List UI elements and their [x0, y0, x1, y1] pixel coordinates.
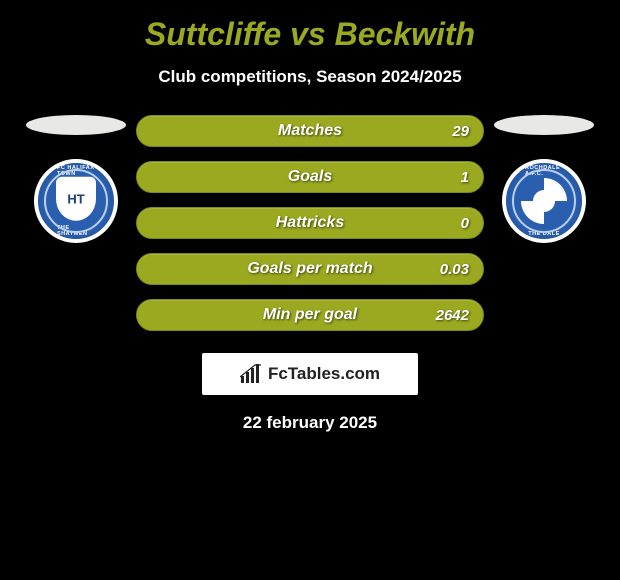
team-crest-left: FC HALIFAX TOWN THE SHAYMEN [34, 159, 118, 243]
stat-label: Min per goal [263, 306, 357, 324]
right-column: ROCHDALE A.F.C. THE DALE [484, 115, 604, 243]
stat-value: 1 [461, 169, 469, 186]
crest-right-top-text: ROCHDALE A.F.C. [525, 165, 563, 177]
crest-right-bottom-text: THE DALE [528, 231, 560, 237]
team-crest-right: ROCHDALE A.F.C. THE DALE [502, 159, 586, 243]
bar-chart-icon [240, 364, 262, 384]
stat-row: Goals 1 [136, 161, 484, 193]
stat-label: Hattricks [276, 214, 344, 232]
stat-row: Min per goal 2642 [136, 299, 484, 331]
stat-value: 0.03 [440, 261, 469, 278]
crest-left-shield [56, 177, 96, 221]
crest-right-wheel [521, 178, 567, 224]
brand-badge[interactable]: FcTables.com [202, 353, 418, 395]
brand-inner: FcTables.com [240, 364, 380, 384]
crest-left-bottom-text: THE SHAYMEN [57, 225, 95, 237]
stat-row: Goals per match 0.03 [136, 253, 484, 285]
player-marker-right [494, 115, 594, 135]
page-title: Suttcliffe vs Beckwith [0, 16, 620, 53]
stat-label: Goals per match [247, 260, 372, 278]
player-marker-left [26, 115, 126, 135]
widget-root: Suttcliffe vs Beckwith Club competitions… [0, 0, 620, 443]
stat-label: Matches [278, 122, 342, 140]
left-column: FC HALIFAX TOWN THE SHAYMEN [16, 115, 136, 243]
date-text: 22 february 2025 [0, 413, 620, 433]
stat-row: Hattricks 0 [136, 207, 484, 239]
crest-left-top-text: FC HALIFAX TOWN [57, 165, 95, 177]
brand-text: FcTables.com [268, 364, 380, 384]
stat-value: 2642 [436, 307, 469, 324]
main-row: FC HALIFAX TOWN THE SHAYMEN Matches 29 G… [0, 115, 620, 331]
stat-value: 29 [452, 123, 469, 140]
stat-label: Goals [288, 168, 332, 186]
stat-value: 0 [461, 215, 469, 232]
stats-list: Matches 29 Goals 1 Hattricks 0 Goals per… [136, 115, 484, 331]
page-subtitle: Club competitions, Season 2024/2025 [0, 67, 620, 87]
stat-row: Matches 29 [136, 115, 484, 147]
